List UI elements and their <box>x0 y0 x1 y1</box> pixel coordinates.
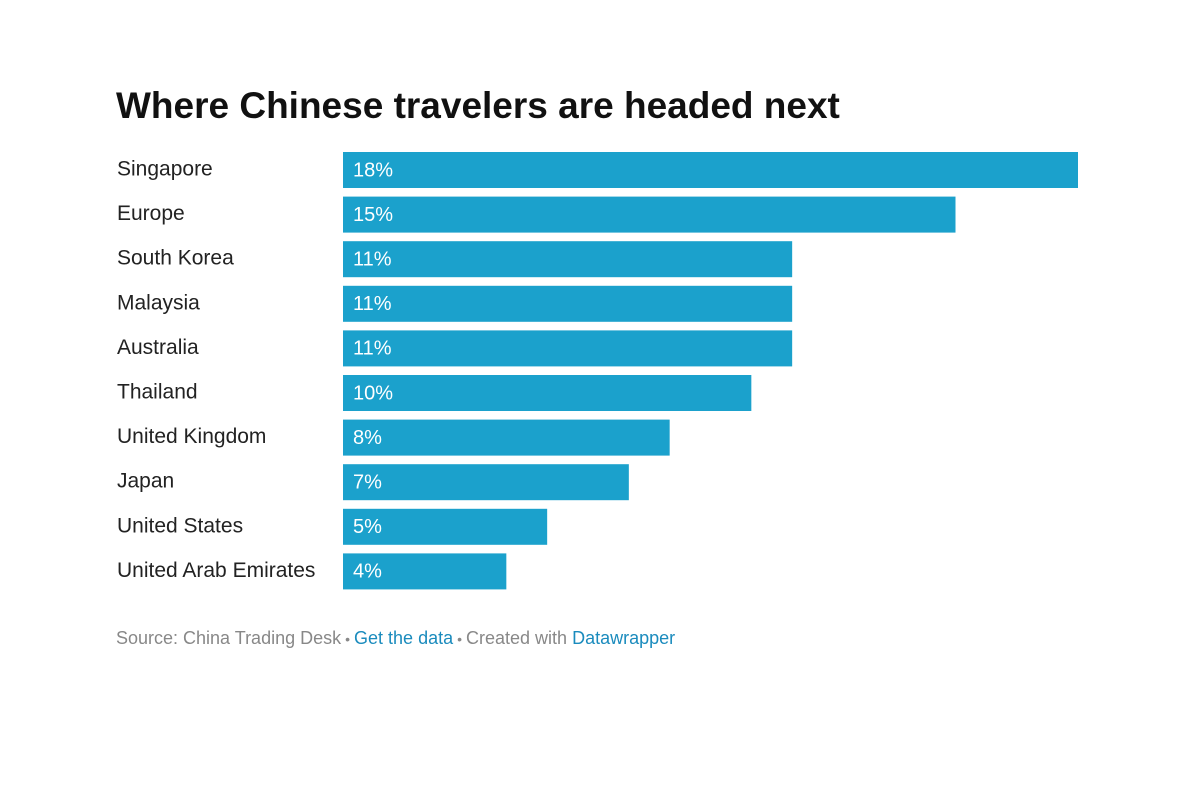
bar <box>343 553 507 590</box>
value-label: 10% <box>353 382 393 404</box>
category-label: Malaysia <box>117 291 200 314</box>
chart-title: Where Chinese travelers are headed next <box>116 85 840 126</box>
created-with: Created with <box>466 628 568 648</box>
bar <box>343 508 548 545</box>
value-label: 7% <box>353 471 382 493</box>
category-label: United States <box>117 514 243 537</box>
category-label: United Arab Emirates <box>117 559 315 582</box>
category-label: Japan <box>117 470 174 493</box>
separator: • <box>345 631 351 647</box>
category-label: South Korea <box>117 247 234 270</box>
value-label: 18% <box>353 159 393 181</box>
category-label: Singapore <box>117 158 213 181</box>
get-data-link[interactable]: Get the data <box>354 628 454 648</box>
value-label: 5% <box>353 516 382 538</box>
footer: Source: China Trading Desk • Get the data •… <box>116 628 675 649</box>
bar <box>343 330 793 367</box>
separator: • <box>457 631 463 647</box>
value-label: 11% <box>353 338 392 360</box>
bar <box>343 152 1078 188</box>
value-label: 11% <box>353 293 392 315</box>
value-label: 8% <box>353 427 382 449</box>
chart: Where Chinese travelers are headed next … <box>116 85 1078 590</box>
bar <box>343 464 629 501</box>
bar <box>343 375 752 411</box>
value-label: 4% <box>353 561 382 583</box>
category-label: Europe <box>117 202 185 225</box>
bar <box>343 241 793 278</box>
category-label: Thailand <box>117 381 198 404</box>
value-label: 11% <box>353 248 392 270</box>
value-label: 15% <box>353 204 393 226</box>
category-label: United Kingdom <box>117 425 266 448</box>
bar <box>343 419 670 456</box>
bar <box>343 285 793 322</box>
category-label: Australia <box>117 336 199 359</box>
datawrapper-link[interactable]: Datawrapper <box>572 628 676 648</box>
source: Source: China Trading Desk <box>116 628 342 648</box>
bar <box>343 196 956 233</box>
